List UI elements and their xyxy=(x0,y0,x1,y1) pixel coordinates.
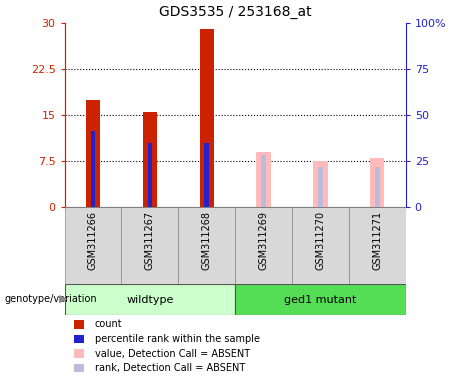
Bar xyxy=(256,152,271,207)
Bar xyxy=(375,167,379,207)
Bar xyxy=(91,131,95,207)
Text: count: count xyxy=(95,319,122,329)
Bar xyxy=(143,112,157,207)
Bar xyxy=(204,143,209,207)
Bar xyxy=(313,161,327,207)
Text: GSM311266: GSM311266 xyxy=(88,211,98,270)
Title: GDS3535 / 253168_at: GDS3535 / 253168_at xyxy=(159,5,312,19)
Bar xyxy=(318,167,323,207)
Text: GSM311267: GSM311267 xyxy=(145,211,155,270)
Text: value, Detection Call = ABSENT: value, Detection Call = ABSENT xyxy=(95,349,249,359)
Bar xyxy=(200,29,214,207)
Text: percentile rank within the sample: percentile rank within the sample xyxy=(95,334,260,344)
Bar xyxy=(86,100,100,207)
Bar xyxy=(349,207,406,284)
Text: GSM311269: GSM311269 xyxy=(259,211,269,270)
Bar xyxy=(178,207,235,284)
Text: genotype/variation: genotype/variation xyxy=(5,294,97,304)
Bar xyxy=(261,155,266,207)
Bar xyxy=(65,284,235,315)
Text: wildtype: wildtype xyxy=(126,295,173,305)
Text: GSM311270: GSM311270 xyxy=(315,211,325,270)
Text: GSM311268: GSM311268 xyxy=(201,211,212,270)
Bar xyxy=(148,143,152,207)
Bar xyxy=(235,284,406,315)
Text: GSM311271: GSM311271 xyxy=(372,211,382,270)
Text: ged1 mutant: ged1 mutant xyxy=(284,295,356,305)
Bar xyxy=(292,207,349,284)
Text: rank, Detection Call = ABSENT: rank, Detection Call = ABSENT xyxy=(95,363,245,373)
Bar xyxy=(65,207,121,284)
Bar xyxy=(121,207,178,284)
Text: ▶: ▶ xyxy=(59,294,67,304)
Bar xyxy=(370,158,384,207)
Bar xyxy=(235,207,292,284)
